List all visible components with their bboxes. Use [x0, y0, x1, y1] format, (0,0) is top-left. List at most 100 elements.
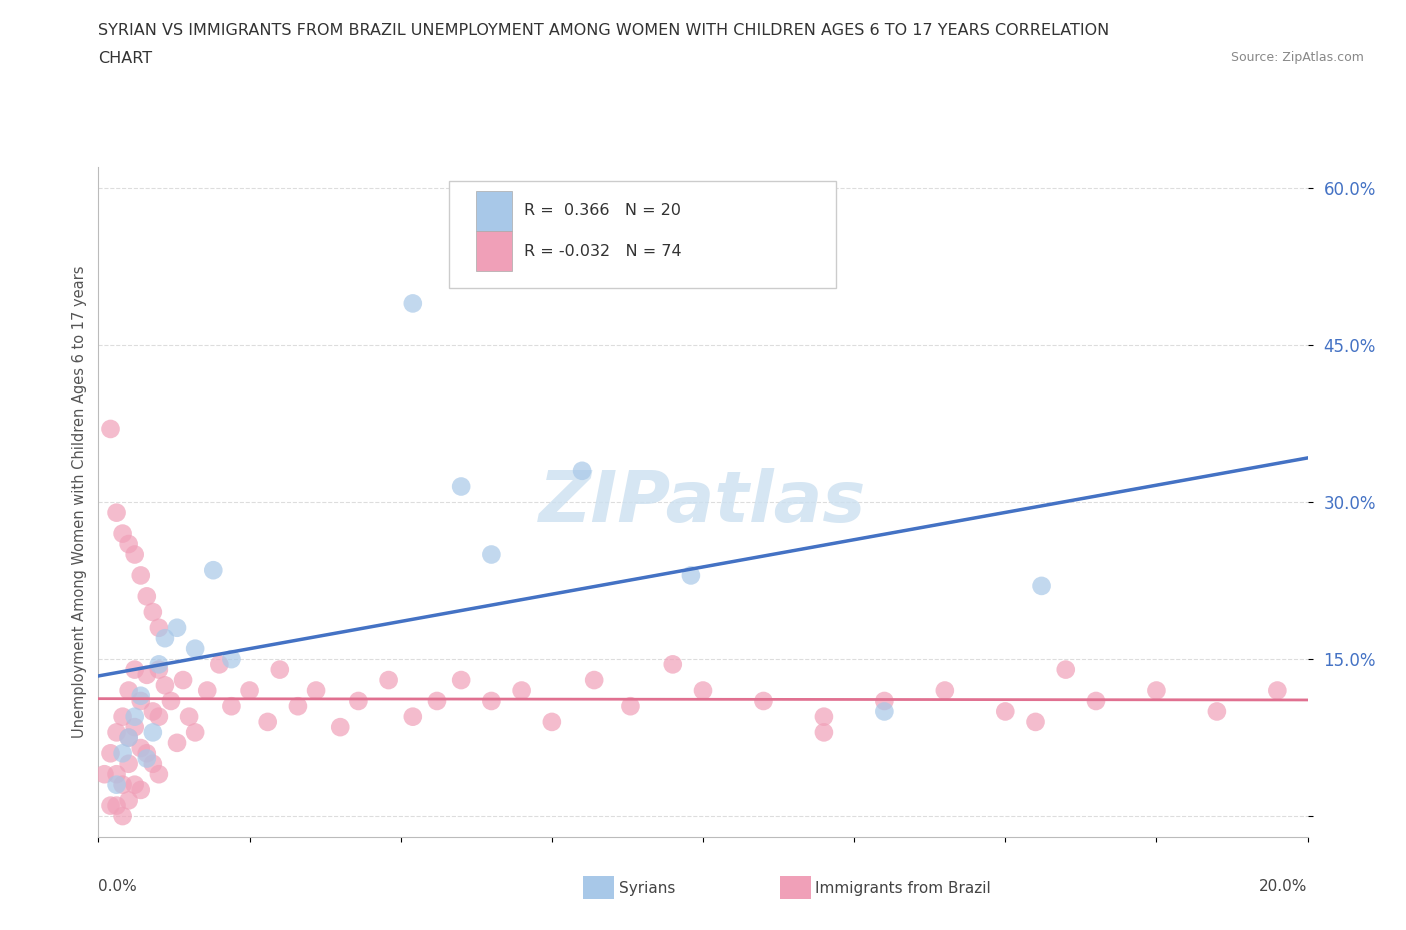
Point — [184, 642, 207, 657]
Point — [153, 631, 176, 645]
Point — [184, 725, 207, 740]
Point — [450, 479, 472, 494]
Point — [377, 672, 399, 687]
Text: 0.0%: 0.0% — [98, 879, 138, 894]
Point — [1085, 694, 1108, 709]
Point — [256, 714, 278, 729]
Point — [329, 720, 352, 735]
Bar — [475, 191, 512, 231]
Point — [813, 710, 835, 724]
Point — [142, 725, 165, 740]
Point — [105, 798, 128, 813]
Point — [153, 678, 176, 693]
Point — [221, 698, 243, 713]
Point — [124, 710, 146, 724]
Point — [148, 710, 170, 724]
Point — [347, 694, 370, 709]
Point — [177, 710, 201, 724]
Point — [118, 793, 141, 808]
Point — [124, 777, 146, 792]
Point — [118, 730, 141, 745]
Point — [135, 668, 157, 683]
Point — [571, 463, 593, 478]
Point — [208, 657, 231, 671]
Point — [111, 746, 134, 761]
Point — [148, 657, 170, 671]
Point — [402, 710, 425, 724]
Point — [105, 505, 128, 520]
Point — [402, 296, 425, 311]
Point — [1031, 578, 1053, 593]
Text: Source: ZipAtlas.com: Source: ZipAtlas.com — [1230, 51, 1364, 64]
Point — [111, 777, 134, 792]
Y-axis label: Unemployment Among Women with Children Ages 6 to 17 years: Unemployment Among Women with Children A… — [72, 266, 87, 738]
Point — [148, 620, 170, 635]
Point — [202, 563, 225, 578]
Text: SYRIAN VS IMMIGRANTS FROM BRAZIL UNEMPLOYMENT AMONG WOMEN WITH CHILDREN AGES 6 T: SYRIAN VS IMMIGRANTS FROM BRAZIL UNEMPLO… — [98, 23, 1109, 38]
Point — [1054, 662, 1077, 677]
Text: CHART: CHART — [98, 51, 152, 66]
Point — [481, 547, 503, 562]
Point — [661, 657, 683, 671]
Point — [142, 704, 165, 719]
Point — [269, 662, 291, 677]
Text: R =  0.366   N = 20: R = 0.366 N = 20 — [524, 204, 681, 219]
Point — [305, 683, 328, 698]
Point — [100, 746, 122, 761]
Point — [135, 746, 157, 761]
Text: Immigrants from Brazil: Immigrants from Brazil — [815, 881, 991, 896]
Point — [124, 720, 146, 735]
Point — [934, 683, 956, 698]
Point — [135, 589, 157, 604]
Point — [1265, 683, 1288, 698]
Point — [195, 683, 218, 698]
Point — [481, 694, 503, 709]
Point — [105, 777, 128, 792]
Point — [129, 694, 152, 709]
Point — [93, 766, 115, 781]
Point — [111, 710, 134, 724]
Point — [166, 620, 188, 635]
FancyBboxPatch shape — [449, 180, 837, 288]
Point — [129, 688, 152, 703]
Point — [124, 662, 146, 677]
Point — [124, 547, 146, 562]
Point — [221, 652, 243, 667]
Point — [1024, 714, 1046, 729]
Point — [679, 568, 702, 583]
Point — [105, 766, 128, 781]
Point — [118, 537, 141, 551]
Point — [129, 568, 152, 583]
Point — [583, 672, 606, 687]
Point — [287, 698, 309, 713]
Point — [510, 683, 533, 698]
Point — [100, 798, 122, 813]
Text: 20.0%: 20.0% — [1260, 879, 1308, 894]
Point — [118, 683, 141, 698]
Point — [129, 782, 152, 797]
Point — [994, 704, 1017, 719]
Point — [426, 694, 449, 709]
Point — [118, 756, 141, 771]
Point — [619, 698, 641, 713]
Point — [129, 740, 152, 755]
Point — [160, 694, 183, 709]
Point — [752, 694, 775, 709]
Point — [873, 694, 896, 709]
Point — [813, 725, 835, 740]
Text: Syrians: Syrians — [619, 881, 675, 896]
Point — [239, 683, 262, 698]
Text: ZIPatlas: ZIPatlas — [540, 468, 866, 537]
Point — [111, 526, 134, 541]
Point — [148, 766, 170, 781]
Point — [450, 672, 472, 687]
Point — [105, 725, 128, 740]
Point — [540, 714, 562, 729]
Text: R = -0.032   N = 74: R = -0.032 N = 74 — [524, 244, 682, 259]
Point — [100, 421, 122, 436]
Point — [135, 751, 157, 766]
Bar — [475, 231, 512, 272]
Point — [118, 730, 141, 745]
Point — [166, 736, 188, 751]
Point — [142, 604, 165, 619]
